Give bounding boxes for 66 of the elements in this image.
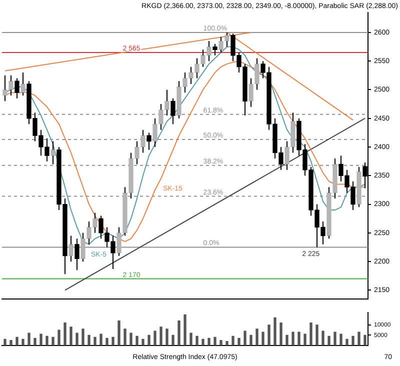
bar (154, 330, 156, 346)
bar (184, 314, 186, 346)
bar (214, 336, 216, 346)
bar (190, 332, 192, 346)
bar (4, 338, 6, 346)
bar (316, 324, 318, 346)
bar (88, 334, 90, 346)
bar (334, 332, 336, 346)
bar (256, 328, 258, 346)
candlestick (170, 98, 176, 125)
bar (178, 320, 180, 346)
bar (262, 332, 264, 346)
bar (40, 334, 42, 346)
bar (124, 328, 126, 346)
bar (148, 334, 150, 346)
bar (304, 334, 306, 346)
bar (76, 332, 78, 346)
bar (292, 332, 294, 346)
bar (22, 338, 24, 346)
bar (118, 320, 120, 346)
candlestick (212, 43, 218, 56)
bar (160, 326, 162, 346)
bar (310, 322, 312, 346)
bar (322, 330, 324, 346)
bar (64, 322, 66, 346)
bar (238, 338, 240, 346)
bar (250, 334, 252, 346)
bar (112, 336, 114, 346)
bar (16, 336, 18, 346)
bar (130, 332, 132, 346)
bar (232, 336, 234, 346)
bar (34, 338, 36, 346)
bar (226, 340, 228, 346)
candlestick (14, 78, 20, 99)
candlestick (146, 132, 152, 150)
bar (82, 328, 84, 346)
bar (106, 338, 108, 346)
bar (286, 334, 288, 346)
bar (358, 332, 360, 346)
bar (10, 340, 12, 346)
bar (346, 338, 348, 346)
bar (94, 336, 96, 346)
bar (52, 336, 54, 346)
bar (172, 334, 174, 346)
bar (220, 340, 222, 346)
bar (100, 334, 102, 346)
bar (46, 336, 48, 346)
bar (166, 328, 168, 346)
bar (244, 330, 246, 346)
bar (208, 338, 210, 346)
bar (364, 334, 366, 346)
bar (70, 326, 72, 346)
bar (58, 330, 60, 346)
bar (340, 334, 342, 346)
bar (274, 317, 276, 346)
bar (136, 336, 138, 346)
bar (142, 338, 144, 346)
bar (352, 336, 354, 346)
bar (202, 338, 204, 346)
bar (298, 332, 300, 346)
bar (280, 322, 282, 346)
bar (196, 336, 198, 346)
candlestick (74, 238, 80, 271)
bar (268, 324, 270, 346)
bar (28, 332, 30, 346)
bar (328, 336, 330, 346)
